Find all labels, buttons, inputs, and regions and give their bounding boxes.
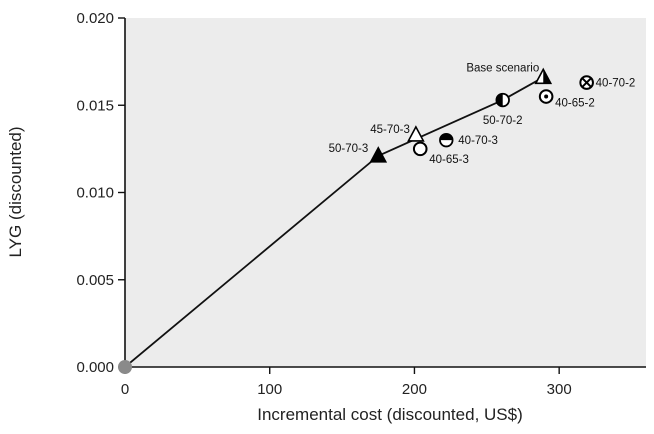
point-label: 40-65-2 [555,98,595,110]
point-label: 50-70-3 [329,143,369,155]
y-tick-label: 0.020 [76,10,114,27]
marker-shape [407,125,425,142]
y-axis-title: LYG (discounted) [6,126,25,257]
marker-triangle-filled [369,146,388,163]
marker-circle-open [412,141,428,157]
x-tick-label: 300 [547,381,572,398]
plot-area [125,18,646,367]
marker-cross [581,77,592,88]
marker-shape [369,146,388,163]
x-tick-label: 200 [402,381,427,398]
frontier-line [124,76,544,368]
data-points: 50-70-345-70-3 40-65-3 40-70-3 50-70-2 Base … [118,62,635,374]
marker-dot [544,94,549,99]
x-tick-label: 100 [257,381,282,398]
marker-fill [439,133,453,141]
marker-circle-top-half [439,132,454,148]
marker-shape [412,141,428,157]
x-tick-label: 0 [121,381,129,398]
point-label: 40-65-3 [429,154,469,166]
point-label: 50-70-2 [483,115,523,127]
marker-fill [496,93,503,107]
point-label: Base scenario [466,62,539,74]
y-tick-label: 0.005 [76,272,114,289]
marker-triangle-half [534,67,553,85]
x-axis-title: Incremental cost (discounted, US$) [257,405,523,424]
marker-triangle-open [407,125,425,142]
point-label: 45-70-3 [370,124,410,136]
point-label: 40-70-2 [596,78,636,90]
efficiency-frontier [124,76,544,368]
marker-circle-gray [118,360,132,374]
axes: 0 100 200 300 0.000 0.005 0.010 0.015 0.020 [76,10,646,398]
y-tick-label: 0.015 [76,97,114,114]
marker-circle-left-half [495,92,510,108]
y-tick-label: 0.000 [76,359,114,376]
marker-shape [118,360,132,374]
marker-circle-cross [579,75,594,90]
marker-fill [543,69,551,84]
marker-circle-dot [538,89,554,104]
point-label: 40-70-3 [458,135,498,147]
y-tick-label: 0.010 [76,185,114,202]
